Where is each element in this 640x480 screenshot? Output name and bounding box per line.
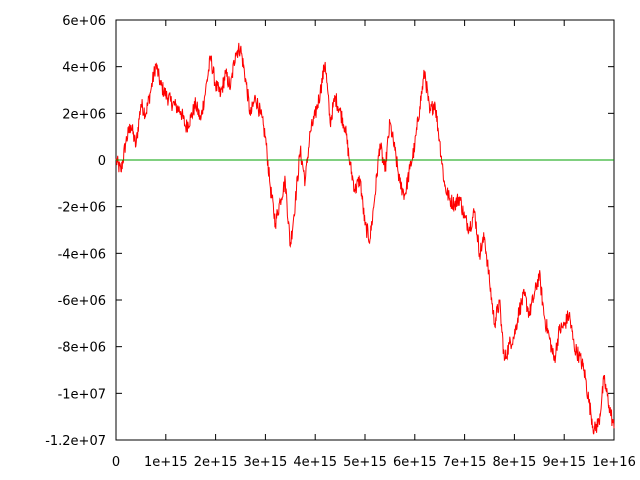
y-tick-label: -2e+06 [58, 201, 106, 216]
x-tick-label: 5e+15 [343, 455, 387, 470]
x-tick-label: 7e+15 [443, 455, 487, 470]
y-tick-label: -4e+06 [58, 247, 106, 262]
x-tick-label: 4e+15 [293, 455, 337, 470]
y-tick-label: -6e+06 [58, 294, 106, 309]
y-tick-label: -8e+06 [58, 341, 106, 356]
y-tick-label: 2e+06 [62, 107, 106, 122]
y-tick-label: 4e+06 [62, 61, 106, 76]
y-tick-label: 0 [98, 154, 106, 169]
x-tick-label: 9e+15 [542, 455, 586, 470]
labels-layer: 6e+06 4e+06 2e+06 0 -2e+06 -4e+06 -6e+06 -8e+06… [45, 14, 636, 470]
x-tick-label: 8e+15 [493, 455, 537, 470]
x-tick-label: 3e+15 [244, 455, 288, 470]
x-tick-label: 0 [112, 455, 120, 470]
ticks-layer [115, 19, 615, 441]
y-tick-label: 6e+06 [62, 14, 106, 29]
plot-frame [115, 19, 615, 441]
x-tick-label: 1e+16 [592, 455, 636, 470]
y-tick-label: -1e+07 [58, 387, 106, 402]
y-tick-label: -1.2e+07 [45, 434, 106, 449]
x-tick-label: 1e+15 [144, 455, 188, 470]
random-walk-line [115, 42, 615, 435]
x-tick-label: 2e+15 [194, 455, 238, 470]
series-layer [115, 42, 615, 435]
x-tick-label: 6e+15 [393, 455, 437, 470]
